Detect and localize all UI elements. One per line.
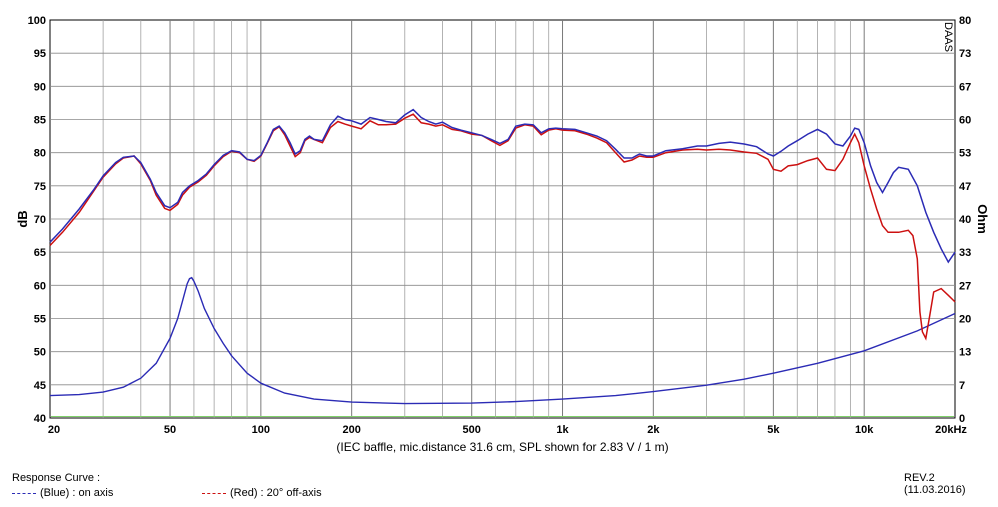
series-layer <box>49 108 956 405</box>
chart-caption: (IEC baffle, mic.distance 31.6 cm, SPL s… <box>336 440 668 454</box>
tick-labels: 20 50 100 200 500 1k 2k 5k 10k 20kHz4045505560657… <box>28 15 972 436</box>
y-right-tick-label: 13 <box>959 347 971 359</box>
x-tick-label: 20kHz <box>935 424 967 436</box>
y-right-tick-label: 60 <box>959 115 971 127</box>
x-tick-label: 2k <box>647 424 660 436</box>
legend-label-blue: (Blue) : on axis <box>40 487 114 499</box>
x-tick-label: 1k <box>556 424 569 436</box>
y-left-tick-label: 90 <box>34 81 46 93</box>
x-tick-label: 100 <box>252 424 270 436</box>
y-right-tick-label: 20 <box>959 314 971 326</box>
frequency-response-chart: 20 50 100 200 500 1k 2k 5k 10k 20kHz4045505560657… <box>15 15 990 454</box>
legend-swatch-red <box>202 492 226 494</box>
x-tick-label: 50 <box>164 424 176 436</box>
watermark: DAAS <box>942 22 954 52</box>
y-right-tick-label: 27 <box>959 280 971 292</box>
y-left-tick-label: 50 <box>34 347 46 359</box>
y-right-tick-label: 67 <box>959 81 971 93</box>
y-left-tick-label: 85 <box>34 115 46 127</box>
x-tick-label: 5k <box>767 424 780 436</box>
revision-label: REV.2 (11.03.2016) <box>904 472 966 496</box>
y-right-tick-label: 73 <box>959 48 971 60</box>
response-curve-title: Response Curve : <box>12 472 101 484</box>
y-left-tick-label: 80 <box>34 148 46 160</box>
y-left-tick-label: 95 <box>34 48 46 60</box>
y-left-tick-label: 45 <box>34 380 46 392</box>
y-right-tick-label: 7 <box>959 380 965 392</box>
x-tick-label: 10k <box>855 424 874 436</box>
series-line-on-axis <box>49 108 956 264</box>
x-tick-label: 20 <box>48 424 60 436</box>
y-left-tick-label: 60 <box>34 280 46 292</box>
y-left-tick-label: 100 <box>28 15 46 27</box>
series-line-impedance <box>49 276 956 405</box>
y-left-tick-label: 55 <box>34 314 46 326</box>
y-right-tick-label: 53 <box>959 148 971 160</box>
legend-label-red: (Red) : 20° off-axis <box>230 487 322 499</box>
y-right-tick-label: 0 <box>959 413 965 425</box>
y-right-tick-label: 47 <box>959 181 971 193</box>
y-axis-right-label: Ohm <box>975 204 990 234</box>
y-left-tick-label: 75 <box>34 181 46 193</box>
legend-swatch-blue <box>12 492 36 494</box>
x-tick-label: 200 <box>342 424 360 436</box>
legend-item-red: (Red) : 20° off-axis <box>202 487 322 499</box>
x-tick-label: 500 <box>463 424 481 436</box>
y-right-tick-label: 80 <box>959 15 971 27</box>
grid-lines <box>50 20 955 418</box>
y-left-tick-label: 40 <box>34 413 46 425</box>
y-axis-left-label: dB <box>15 210 30 227</box>
series-line-off-axis <box>49 113 956 341</box>
y-left-tick-label: 70 <box>34 214 46 226</box>
y-right-tick-label: 40 <box>959 214 971 226</box>
y-right-tick-label: 33 <box>959 247 971 259</box>
legend-item-blue: (Blue) : on axis <box>12 487 113 499</box>
y-left-tick-label: 65 <box>34 247 46 259</box>
